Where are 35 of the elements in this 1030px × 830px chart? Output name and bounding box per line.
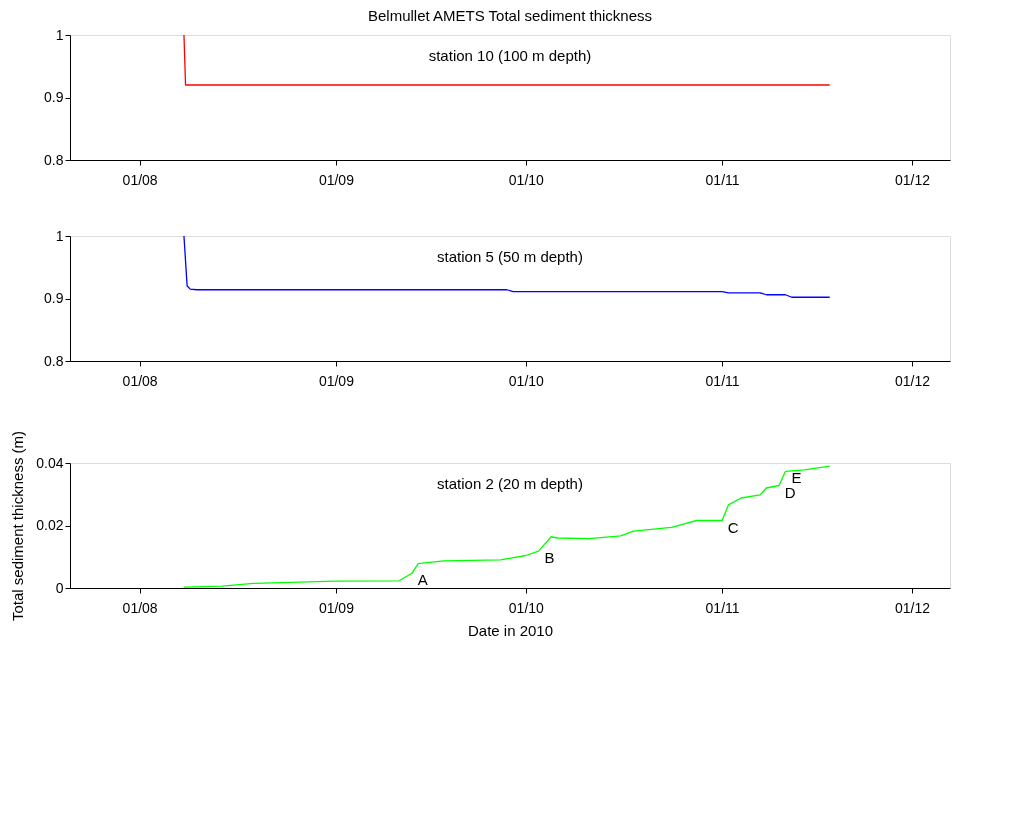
y-tick-label: 1 [55, 227, 64, 244]
y-axis-title: Total sediment thickness (m) [9, 430, 27, 622]
annotation: station 10 (100 m depth) [428, 47, 592, 65]
annotation: station 2 (20 m depth) [437, 475, 583, 493]
x-tick-label: 01/08 [122, 599, 158, 616]
line-series [183, 235, 831, 298]
x-tick-label: 01/09 [318, 372, 355, 389]
x-tick-label: 01/11 [705, 599, 740, 616]
annotation: station 5 (50 m depth) [437, 248, 583, 266]
y-tick-label: 1 [55, 26, 64, 43]
x-tick-label: 01/09 [318, 171, 355, 188]
y-tick-label: 0.8 [44, 151, 64, 168]
x-tick-label: 01/10 [508, 171, 545, 188]
y-tick-label: 0.9 [44, 89, 64, 105]
x-tick-label: 01/08 [122, 171, 158, 188]
x-tick-label: 01/12 [894, 599, 931, 616]
x-axis-title: Date in 2010 [467, 621, 554, 639]
y-tick-label: 0.9 [44, 290, 64, 306]
x-tick-label: 01/12 [894, 372, 931, 389]
y-tick-label: 0 [55, 579, 64, 596]
x-tick-label: 01/12 [894, 171, 931, 188]
annotation: B [544, 549, 555, 567]
x-tick-label: 01/08 [122, 372, 158, 389]
x-tick-label: 01/11 [705, 372, 740, 389]
x-tick-label: 01/11 [705, 171, 740, 188]
y-tick-label: 0.02 [36, 517, 64, 533]
x-tick-label: 01/10 [508, 599, 545, 616]
chart-title: Belmullet AMETS Total sediment thickness [367, 7, 653, 24]
annotation: A [417, 571, 428, 589]
line-series [183, 465, 831, 588]
y-tick-label: 0.04 [36, 454, 64, 471]
y-tick-label: 0.8 [44, 352, 64, 369]
x-tick-label: 01/10 [508, 372, 545, 389]
annotation: C [727, 518, 739, 536]
x-tick-label: 01/09 [318, 599, 355, 616]
